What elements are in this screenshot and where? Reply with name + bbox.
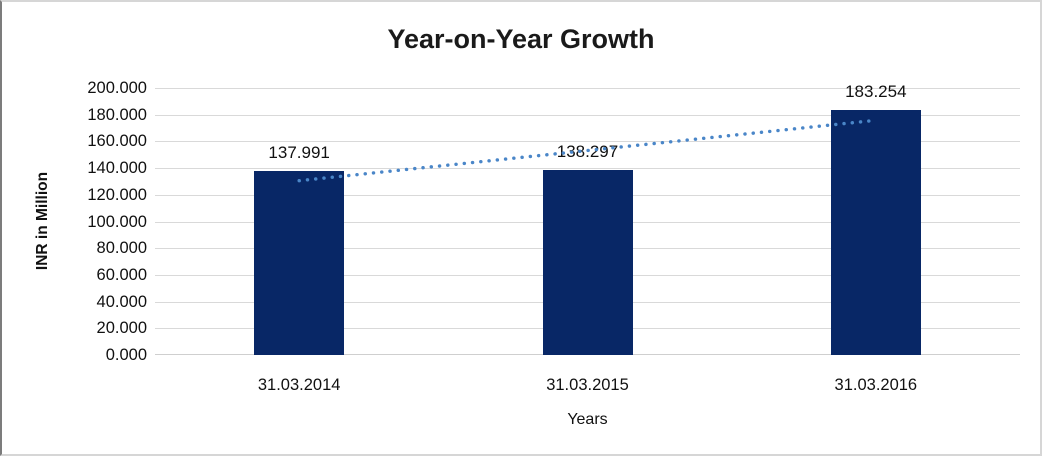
bar <box>254 170 345 355</box>
y-tick-label: 60.000 <box>96 265 147 284</box>
y-tick-label: 160.000 <box>87 132 147 151</box>
y-tick-label: 100.000 <box>87 212 147 231</box>
x-axis-title: Years <box>567 411 608 428</box>
gridline <box>155 88 1020 89</box>
data-label: 137.991 <box>268 142 330 162</box>
gridline <box>155 168 1020 170</box>
trendline <box>297 118 878 183</box>
x-tick-label: 31.03.2015 <box>546 376 629 394</box>
x-tick-label: 31.03.2014 <box>257 376 341 394</box>
y-tick-label: 140.000 <box>87 159 147 178</box>
y-tick-label: 0.000 <box>105 346 147 364</box>
x-tick-label: 31.03.2016 <box>834 376 918 394</box>
data-label: 183.254 <box>845 82 907 102</box>
y-tick-label: 40.000 <box>96 292 147 311</box>
y-tick-label: 80.000 <box>96 239 147 258</box>
gridline <box>155 141 1020 143</box>
y-tick-label: 20.000 <box>96 319 147 338</box>
gridline <box>155 114 1020 116</box>
y-tick-label: 200.000 <box>87 79 147 97</box>
y-tick-label: 180.000 <box>87 105 147 124</box>
y-tick-label: 120.000 <box>87 185 147 204</box>
bar <box>542 170 633 355</box>
plot-area: 137.991138.297183.254 <box>155 82 1020 355</box>
bar <box>830 110 921 355</box>
chart-title: Year-on-Year Growth <box>387 24 655 54</box>
